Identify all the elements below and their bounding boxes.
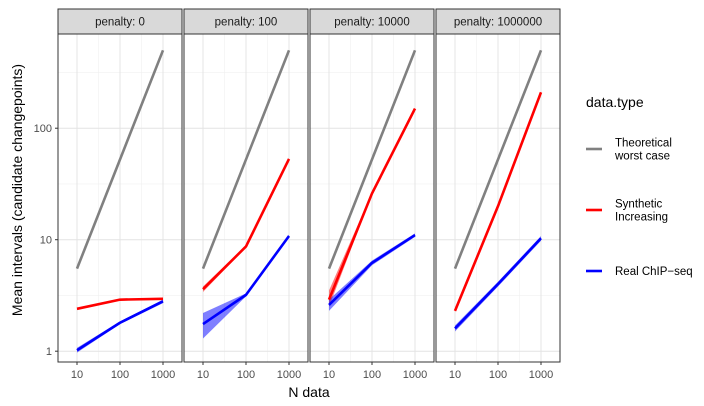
- x-tick-label: 10: [449, 369, 461, 381]
- x-tick-label: 100: [111, 369, 129, 381]
- line-real-chip-seq: [328, 233, 416, 306]
- line-synthetic-increasing: [202, 158, 291, 291]
- strip-background: [57, 8, 183, 35]
- legend-label: Real ChIP−seq: [615, 266, 693, 278]
- line-theoretical-worst-case: [453, 49, 543, 270]
- x-tick-label: 10: [323, 369, 335, 381]
- y-tick-label: 10: [40, 235, 52, 247]
- x-tick-label: 10: [71, 369, 83, 381]
- x-tick-label: 1000: [403, 369, 427, 381]
- panel-3: penalty: 10000 10 100 1000: [309, 8, 435, 381]
- line-synthetic-increasing: [327, 108, 417, 301]
- legend-item: Real ChIP−seq: [584, 262, 693, 280]
- panel-2: penalty: 100 10 100 1000: [183, 8, 309, 381]
- x-axis-title: N data: [288, 384, 329, 400]
- x-tick-label: 1000: [277, 369, 301, 381]
- line-real-chip-seq: [202, 235, 291, 326]
- panels: penalty: 0 10 100 1000 penalty: 100 10 100 1000…: [57, 8, 561, 381]
- line-theoretical-worst-case: [201, 49, 291, 270]
- y-tick-label: 1: [46, 346, 52, 358]
- line-real-chip-seq: [454, 237, 542, 330]
- x-tick-label: 100: [489, 369, 507, 381]
- strip-label: penalty: 100: [215, 17, 278, 29]
- line-synthetic-increasing: [76, 297, 164, 311]
- strip-label: penalty: 1000000: [454, 17, 542, 29]
- strip-label: penalty: 0: [95, 17, 145, 29]
- axes: N data Mean intervals (candidate changep…: [9, 64, 330, 400]
- x-tick-label: 100: [363, 369, 381, 381]
- legend-label: Synthetic: [615, 199, 663, 211]
- line-theoretical-worst-case: [75, 49, 165, 270]
- legend-title: data.type: [586, 94, 644, 110]
- panel-1: penalty: 0 10 100 1000: [57, 8, 183, 381]
- line-theoretical-worst-case: [327, 49, 417, 270]
- strip-background: [309, 8, 435, 35]
- ribbon-synthetic-increasing: [203, 158, 289, 292]
- x-tick-label: 100: [237, 369, 255, 381]
- strip-background: [183, 8, 309, 35]
- y-axis-title: Mean intervals (candidate changepoints): [9, 64, 25, 316]
- legend-label: worst case: [614, 151, 670, 163]
- x-tick-label: 10: [197, 369, 209, 381]
- strip-background: [435, 8, 561, 35]
- line-real-chip-seq: [76, 300, 164, 352]
- panel-4: penalty: 1000000 10 100 1000: [435, 8, 561, 381]
- x-tick-label: 1000: [151, 369, 175, 381]
- ribbon-real-chip-seq: [203, 234, 289, 339]
- x-tick-label: 1000: [529, 369, 553, 381]
- y-tick-label: 100: [34, 123, 52, 135]
- legend-label: Theoretical: [615, 138, 672, 150]
- line-synthetic-increasing: [453, 91, 543, 312]
- strip-label: penalty: 10000: [334, 17, 409, 29]
- legend-label: Increasing: [615, 212, 668, 224]
